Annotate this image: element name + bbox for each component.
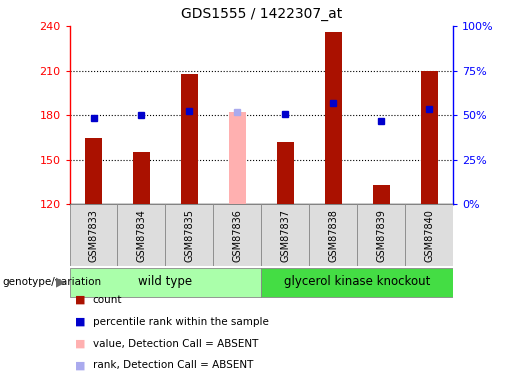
Bar bbox=[181, 74, 198, 204]
Bar bbox=[261, 204, 310, 266]
Text: ▶: ▶ bbox=[56, 276, 65, 289]
Text: GSM87833: GSM87833 bbox=[89, 209, 98, 262]
Bar bbox=[213, 204, 261, 266]
Bar bbox=[310, 204, 357, 266]
Bar bbox=[261, 268, 453, 297]
Bar bbox=[325, 32, 341, 204]
Text: GSM87836: GSM87836 bbox=[232, 209, 243, 262]
Text: glycerol kinase knockout: glycerol kinase knockout bbox=[284, 275, 431, 288]
Bar bbox=[421, 71, 438, 204]
Text: ■: ■ bbox=[75, 360, 85, 370]
Bar bbox=[357, 204, 405, 266]
Bar bbox=[70, 268, 261, 297]
Bar bbox=[133, 152, 150, 204]
Title: GDS1555 / 1422307_at: GDS1555 / 1422307_at bbox=[181, 7, 342, 21]
Text: GSM87838: GSM87838 bbox=[328, 209, 338, 262]
Bar bbox=[85, 138, 102, 204]
Text: count: count bbox=[93, 295, 122, 305]
Text: ■: ■ bbox=[75, 317, 85, 327]
Bar bbox=[373, 185, 390, 204]
Bar bbox=[70, 204, 117, 266]
Text: ■: ■ bbox=[75, 295, 85, 305]
Text: GSM87834: GSM87834 bbox=[136, 209, 146, 262]
Text: GSM87840: GSM87840 bbox=[424, 209, 434, 262]
Bar bbox=[229, 112, 246, 204]
Text: value, Detection Call = ABSENT: value, Detection Call = ABSENT bbox=[93, 339, 258, 348]
Text: GSM87837: GSM87837 bbox=[280, 209, 290, 262]
Text: genotype/variation: genotype/variation bbox=[3, 277, 101, 287]
Bar bbox=[165, 204, 213, 266]
Text: GSM87839: GSM87839 bbox=[376, 209, 386, 262]
Bar bbox=[117, 204, 165, 266]
Bar bbox=[277, 142, 294, 204]
Text: wild type: wild type bbox=[139, 275, 193, 288]
Text: rank, Detection Call = ABSENT: rank, Detection Call = ABSENT bbox=[93, 360, 253, 370]
Bar bbox=[405, 204, 453, 266]
Text: GSM87835: GSM87835 bbox=[184, 209, 195, 262]
Text: ■: ■ bbox=[75, 339, 85, 348]
Text: percentile rank within the sample: percentile rank within the sample bbox=[93, 317, 269, 327]
